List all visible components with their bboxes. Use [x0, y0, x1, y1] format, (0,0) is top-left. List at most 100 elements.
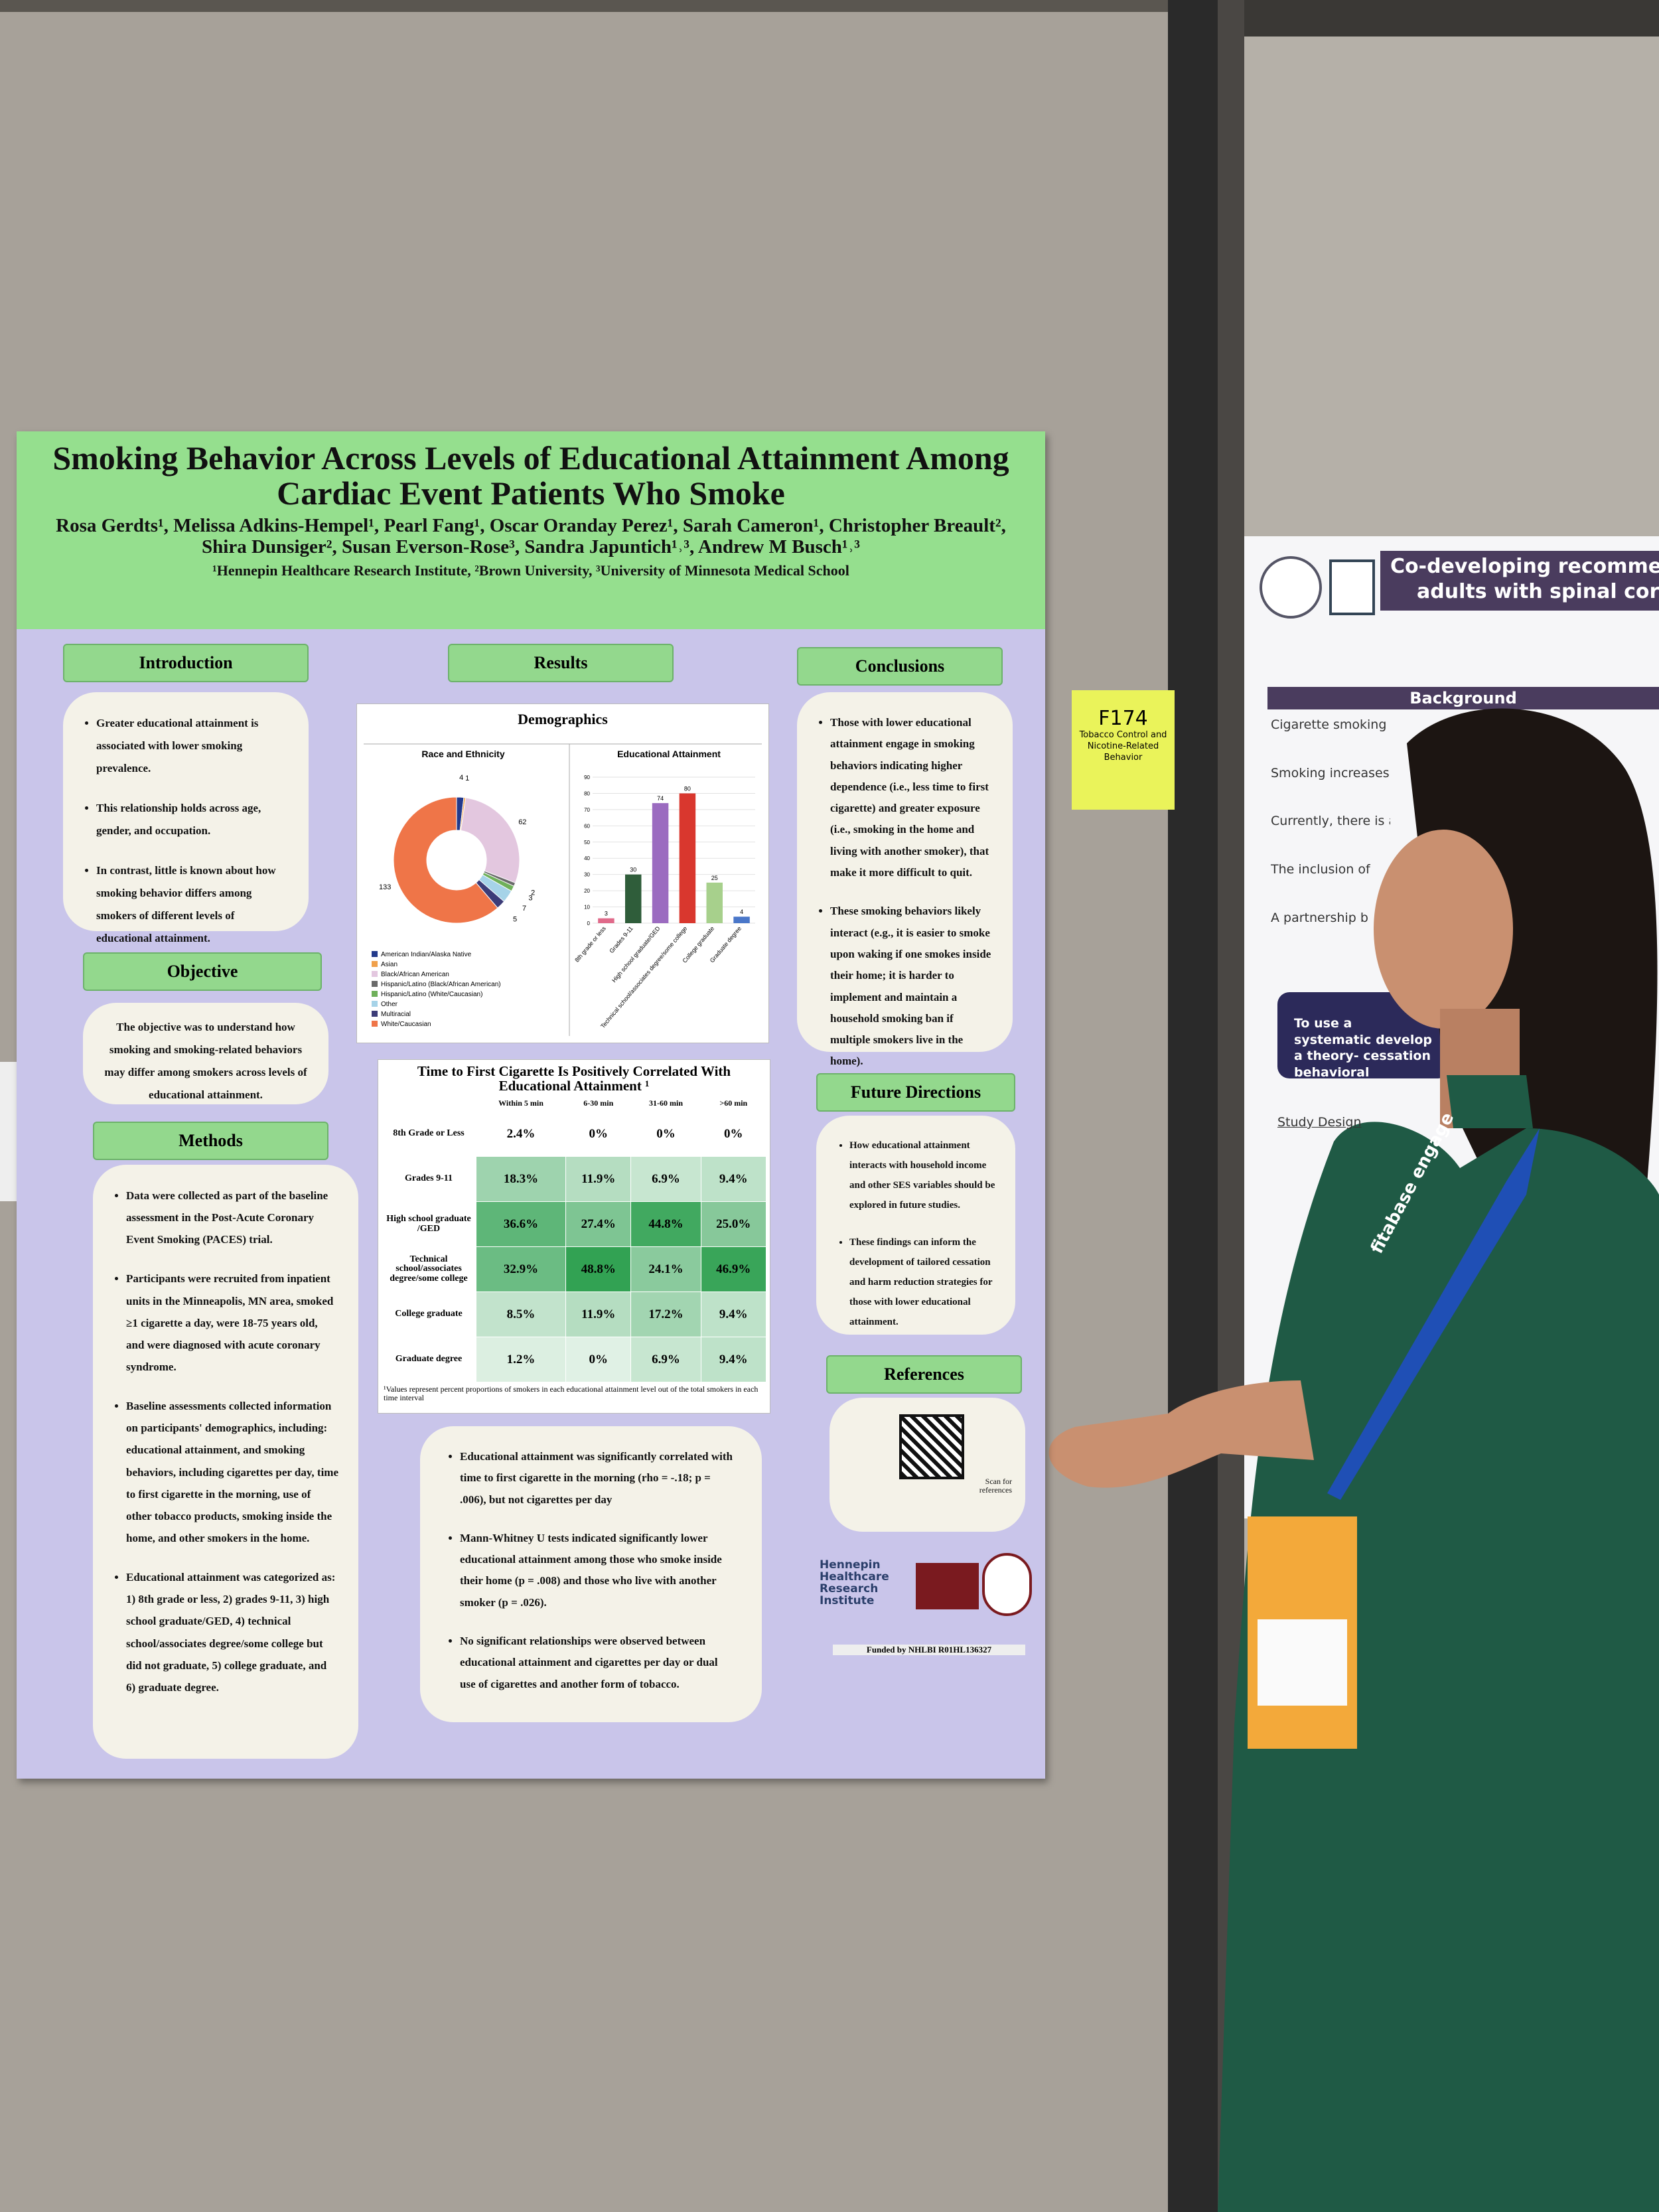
- intro-box: Greater educational attainment is associ…: [63, 692, 309, 944]
- face: [1374, 830, 1513, 1029]
- slice-label: 62: [518, 818, 526, 826]
- table-row: College graduate 8.5% 11.9% 17.2% 9.4%: [382, 1291, 767, 1338]
- neighbor-header: [1380, 551, 1659, 611]
- heat-cell: 46.9%: [700, 1246, 767, 1293]
- table-row: Technical school/associates degree/some …: [382, 1246, 767, 1293]
- y-tick-label: 40: [584, 855, 590, 861]
- slice-label: 7: [522, 905, 526, 913]
- methods-box: Data were collected as part of the basel…: [93, 1165, 358, 1759]
- table-row: 8th Grade or Less 2.4% 0% 0% 0%: [382, 1111, 767, 1157]
- heat-cell: 9.4%: [700, 1156, 767, 1203]
- legend-label: Hispanic/Latino (White/Caucasian): [381, 991, 482, 998]
- legend-label: Other: [381, 1001, 398, 1008]
- bullet: How educational attainment interacts wit…: [849, 1136, 995, 1215]
- sign: F174 Tobacco Control and Nicotine-Relate…: [1075, 707, 1171, 764]
- legend-label: Asian: [381, 961, 397, 968]
- row-header: 8th Grade or Less: [393, 1128, 465, 1139]
- funding: Funded by NHLBI R01HL136327: [833, 1645, 1025, 1655]
- heat-cell: 27.4%: [565, 1201, 632, 1248]
- bullet: Data were collected as part of the basel…: [126, 1185, 338, 1250]
- objective-box: The objective was to understand how smok…: [83, 1003, 328, 1104]
- poster-authors: Rosa Gerdts¹, Melissa Adkins-Hempel¹, Pe…: [56, 515, 1006, 557]
- legend-swatch: [372, 981, 378, 987]
- neighbor-bullet: The inclusion of: [1271, 862, 1370, 877]
- donut-slice: [460, 797, 520, 883]
- bullet-list: Greater educational attainment is associ…: [83, 712, 289, 950]
- scan-note: Scan for references: [979, 1477, 1012, 1495]
- heat-cell: 0%: [565, 1111, 632, 1157]
- findings-box: Educational attainment was significantly…: [420, 1426, 762, 1722]
- bullet: No significant relationships were observ…: [460, 1631, 735, 1695]
- panel-frame: [1244, 0, 1659, 37]
- section-heading: Future Directions: [816, 1073, 1015, 1112]
- heat-cell: 11.9%: [565, 1156, 632, 1203]
- bullet: In contrast, little is known about how s…: [96, 859, 289, 950]
- demographics-panel: Demographics Race and Ethnicity 4 1 62 2 3 7 5 1…: [356, 703, 769, 1043]
- bar: [652, 803, 669, 923]
- neighbor-bullets: Cigarette smoking prevalence in persons …: [1271, 717, 1390, 958]
- legend-swatch: [372, 961, 378, 967]
- slice-label: 1: [465, 774, 469, 782]
- x-tick-label: High school graduate/GED: [611, 924, 662, 984]
- qr-code: [899, 1414, 964, 1479]
- poster-title: Smoking Behavior Across Levels of Educat…: [52, 439, 1009, 512]
- column-header: Within 5 min: [498, 1098, 543, 1108]
- bar: [679, 793, 696, 923]
- heat-cell: 24.1%: [630, 1246, 701, 1293]
- bar-value-label: 25: [711, 875, 718, 881]
- legend-label: American Indian/Alaska Native: [381, 951, 472, 958]
- y-tick-label: 30: [584, 872, 590, 878]
- table-row: High school graduate /GED 36.6% 27.4% 44.8%…: [382, 1201, 767, 1248]
- dress: [1218, 1122, 1659, 2212]
- bar-value-label: 74: [657, 795, 664, 802]
- y-tick-label: 80: [584, 790, 590, 796]
- logo: [1329, 559, 1375, 615]
- legend-label: Multiracial: [381, 1011, 411, 1018]
- slice-label: 4: [459, 774, 463, 782]
- heat-cell: 0%: [630, 1111, 701, 1157]
- bar-value-label: 4: [740, 909, 743, 915]
- neighbor-bullet: Currently, there is a l: [1271, 814, 1390, 829]
- heat-cell: 9.4%: [700, 1337, 767, 1383]
- bar-value-label: 3: [605, 911, 608, 917]
- column-header: 6-30 min: [583, 1098, 614, 1108]
- heat-cell: 17.2%: [630, 1291, 701, 1338]
- x-tick-label: Grades 9-11: [608, 925, 634, 954]
- conclusions-box: Those with lower educational attainment …: [797, 692, 1013, 1067]
- future-box: How educational attainment interacts wit…: [816, 1116, 1015, 1335]
- logo: [1260, 556, 1322, 619]
- neighbor-callout-text: To use a systematic develop a theory- ce…: [1294, 1016, 1432, 1080]
- heat-cell: 9.4%: [700, 1291, 767, 1338]
- neighbor-design: Study Design: [1277, 1115, 1362, 1130]
- slice-label: 3: [528, 895, 532, 903]
- neighbor-section: Background: [1409, 689, 1517, 707]
- row-header: Technical school/associates degree/some …: [390, 1254, 468, 1284]
- heat-cell: 6.9%: [630, 1337, 701, 1383]
- bar: [598, 918, 614, 923]
- legend-label: Hispanic/Latino (Black/African American): [381, 981, 501, 988]
- heat-cell: 32.9%: [475, 1246, 567, 1293]
- neighbor-bullet: Smoking increases risk of resp: [1271, 765, 1390, 780]
- corner-cell: [382, 1096, 476, 1112]
- y-tick-label: 50: [584, 840, 590, 846]
- column-header: >60 min: [719, 1098, 748, 1108]
- y-tick-label: 10: [584, 905, 590, 911]
- bullet: Those with lower educational attainment …: [830, 712, 993, 883]
- table-panel: Time to First Cigarette Is Positively Co…: [378, 1059, 770, 1414]
- neighbor-bullet: A partnership b: [1271, 910, 1368, 925]
- slice-label: 133: [379, 883, 391, 891]
- y-tick-label: 60: [584, 823, 590, 829]
- bar-value-label: 80: [684, 785, 691, 792]
- bar: [733, 917, 750, 923]
- table-footnote: ¹Values represent percent proportions of…: [384, 1384, 758, 1403]
- heat-cell: 48.8%: [565, 1246, 632, 1293]
- heat-cell: 0%: [700, 1111, 767, 1157]
- row-header: Graduate degree: [395, 1354, 463, 1364]
- legend-swatch: [372, 951, 378, 957]
- sign-topic: Tobacco Control and Nicotine-Related Beh…: [1079, 730, 1167, 763]
- pole: [1168, 0, 1218, 2212]
- demographics-title: Demographics: [518, 711, 608, 727]
- section-heading: Objective: [83, 952, 322, 991]
